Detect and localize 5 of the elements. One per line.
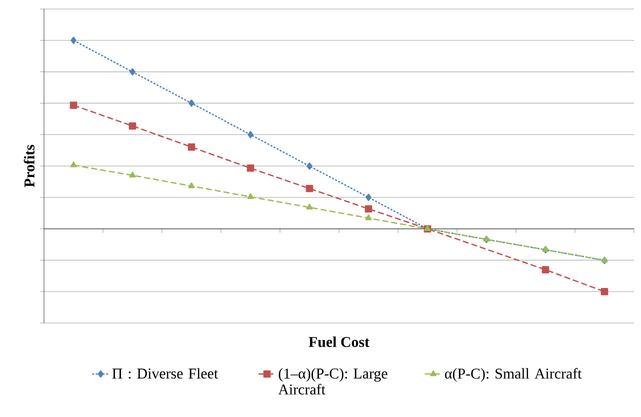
legend-label: α(P-C): Small Aircraft: [445, 368, 582, 382]
legend-label: (1–α)(P-C): Large Aircraft: [278, 368, 388, 395]
y-axis-title: Profits: [24, 144, 34, 188]
legend-label: Π : Diverse Fleet: [112, 368, 218, 379]
x-axis-title: Fuel Cost: [308, 336, 370, 348]
